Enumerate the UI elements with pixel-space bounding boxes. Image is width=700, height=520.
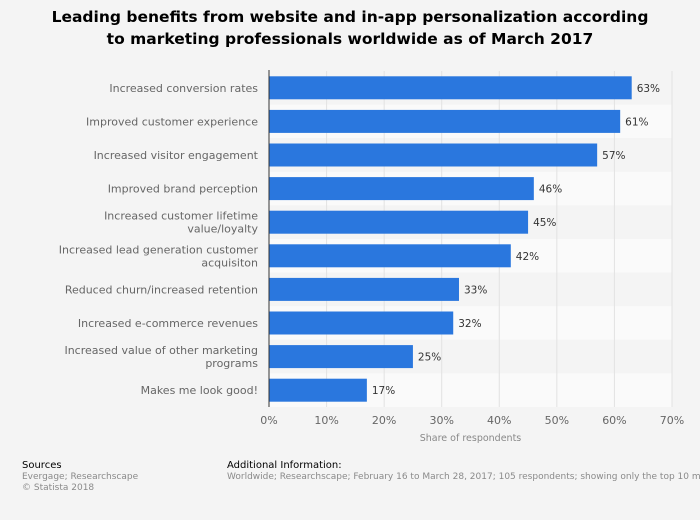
- bar: [269, 109, 621, 133]
- data-label: 33%: [464, 284, 487, 296]
- data-label: 45%: [533, 217, 556, 229]
- bar: [269, 177, 534, 201]
- sources-block: Sources Evergage; Researchscape © Statis…: [22, 460, 138, 494]
- category-label: Makes me look good!: [141, 384, 258, 397]
- category-label: Increased customer lifetime: [104, 210, 258, 223]
- data-label: 57%: [602, 150, 625, 162]
- category-label: Increased e-commerce revenues: [78, 317, 258, 330]
- chart-title: Leading benefits from website and in-app…: [0, 6, 700, 50]
- x-tick-label: 50%: [545, 414, 569, 427]
- additional-info-text: Worldwide; Researchscape; February 16 to…: [227, 472, 700, 482]
- bar: [269, 210, 529, 234]
- category-label: Improved customer experience: [86, 115, 258, 128]
- category-label: value/loyalty: [187, 223, 258, 236]
- additional-info-heading: Additional Information:: [227, 460, 342, 471]
- additional-info-block: Additional Information: Worldwide; Resea…: [227, 460, 700, 483]
- data-label: 17%: [372, 385, 395, 397]
- data-label: 46%: [539, 184, 562, 196]
- bar: [269, 345, 413, 369]
- category-label: programs: [205, 357, 258, 370]
- x-tick-label: 20%: [372, 414, 396, 427]
- data-label: 42%: [516, 251, 539, 263]
- category-label: acquisiton: [201, 256, 258, 269]
- category-label: Increased conversion rates: [109, 82, 258, 95]
- category-label: Increased lead generation customer: [59, 243, 259, 256]
- chart-title-line-1: Leading benefits from website and in-app…: [51, 8, 649, 26]
- bar: [269, 244, 511, 268]
- x-tick-label: 10%: [314, 414, 338, 427]
- data-label: 32%: [458, 318, 481, 330]
- x-tick-label: 30%: [429, 414, 453, 427]
- x-tick-label: 70%: [660, 414, 684, 427]
- category-label: Reduced churn/increased retention: [65, 283, 258, 296]
- category-label: Increased visitor engagement: [94, 149, 259, 162]
- data-label: 61%: [625, 116, 648, 128]
- sources-text: Evergage; Researchscape: [22, 472, 139, 482]
- bar: [269, 277, 459, 301]
- chart-title-line-2: to marketing professionals worldwide as …: [106, 30, 594, 48]
- bar-chart: 0% 10% 20% 30% 40% 50% 60% 70% 63% Increased conv…: [59, 70, 684, 444]
- x-tick-label: 60%: [602, 414, 626, 427]
- category-label: Improved brand perception: [108, 183, 258, 196]
- x-tick-label: 0%: [260, 414, 277, 427]
- bar: [269, 378, 367, 402]
- bar: [269, 311, 454, 335]
- copyright-text: © Statista 2018: [22, 483, 95, 493]
- x-axis-label: Share of respondents: [420, 433, 522, 444]
- data-label: 63%: [637, 83, 660, 95]
- category-label: Increased value of other marketing: [64, 344, 258, 357]
- bar: [269, 143, 598, 167]
- data-label: 25%: [418, 352, 441, 364]
- x-tick-label: 40%: [487, 414, 511, 427]
- sources-heading: Sources: [22, 460, 62, 471]
- bar: [269, 76, 632, 100]
